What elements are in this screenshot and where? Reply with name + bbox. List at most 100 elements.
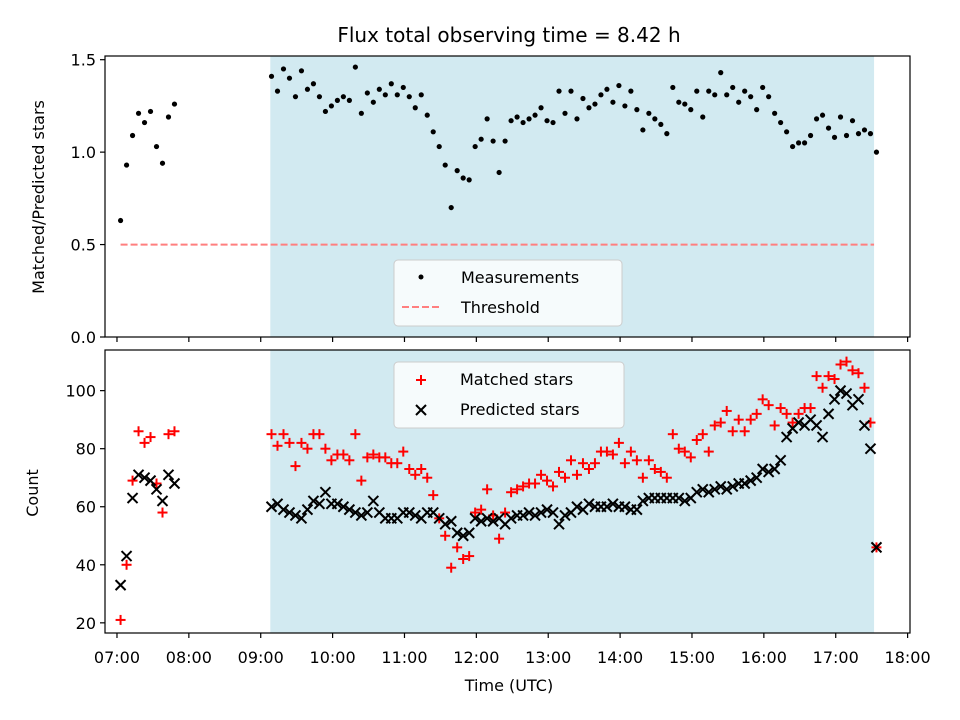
data-point xyxy=(126,492,139,504)
data-point xyxy=(362,452,373,463)
data-point xyxy=(168,477,181,490)
data-point xyxy=(616,82,622,89)
data-point xyxy=(721,405,732,416)
data-point xyxy=(769,420,780,431)
data-point xyxy=(754,107,760,113)
data-point xyxy=(727,480,739,493)
data-point xyxy=(313,498,326,510)
data-point xyxy=(147,108,154,115)
data-point xyxy=(320,443,331,454)
data-point xyxy=(356,475,367,486)
data-point xyxy=(265,501,278,513)
data-point xyxy=(127,475,138,486)
data-point xyxy=(272,440,283,451)
data-point xyxy=(847,365,858,376)
data-point xyxy=(463,527,475,539)
y-tick-label: 80 xyxy=(76,440,96,459)
data-point xyxy=(346,97,352,103)
data-point xyxy=(505,512,517,525)
y-tick-label: 1.0 xyxy=(71,143,96,162)
data-point xyxy=(664,131,670,137)
data-point xyxy=(694,88,700,94)
data-point xyxy=(637,495,649,507)
legend-threshold-label: Threshold xyxy=(460,298,540,317)
data-point xyxy=(517,509,529,522)
data-point xyxy=(733,414,744,425)
data-point xyxy=(805,403,816,414)
data-point xyxy=(536,469,547,480)
data-point xyxy=(589,458,600,469)
chart-title: Flux total observing time = 8.42 h xyxy=(337,23,680,47)
data-point xyxy=(322,108,329,115)
x-tick-label: 09:00 xyxy=(238,648,284,667)
data-point xyxy=(548,481,559,492)
x-tick-label: 14:00 xyxy=(597,648,643,667)
data-point xyxy=(688,107,694,113)
data-point xyxy=(658,121,664,128)
series-measurements xyxy=(117,64,880,224)
data-point xyxy=(430,129,436,135)
data-point xyxy=(302,443,313,454)
data-point xyxy=(139,437,150,448)
data-point xyxy=(171,101,178,107)
data-point xyxy=(132,469,145,481)
data-point xyxy=(163,429,174,440)
data-point xyxy=(574,116,580,122)
data-point xyxy=(138,472,151,484)
data-point xyxy=(661,472,672,483)
data-point xyxy=(454,168,460,174)
data-point xyxy=(410,469,421,480)
data-point xyxy=(475,515,487,527)
x-tick-label: 18:00 xyxy=(885,648,931,667)
data-point xyxy=(706,88,712,94)
bottom-legend: Matched stars Predicted stars xyxy=(393,361,625,429)
data-point xyxy=(319,486,332,498)
top-y-axis-label: Matched/Predicted stars xyxy=(29,100,48,294)
data-point xyxy=(565,455,576,466)
legend-matched-marker xyxy=(416,375,426,385)
data-point xyxy=(476,504,487,515)
data-point xyxy=(307,495,320,507)
data-point xyxy=(367,495,380,507)
y-tick-label: 0.5 xyxy=(71,236,96,255)
data-point xyxy=(744,474,757,487)
data-point xyxy=(114,579,127,591)
data-point xyxy=(159,160,166,166)
data-point xyxy=(490,138,496,144)
data-point xyxy=(852,393,865,406)
data-point xyxy=(775,403,786,414)
data-point xyxy=(141,119,148,126)
data-point xyxy=(445,515,457,527)
data-point xyxy=(361,506,374,519)
data-point xyxy=(295,512,308,525)
y-tick-label: 100 xyxy=(65,382,96,401)
data-point xyxy=(310,81,317,87)
data-point xyxy=(745,414,756,425)
data-point xyxy=(655,466,666,477)
top-axes-frame xyxy=(104,55,911,338)
x-axis-label: Time (UTC) xyxy=(464,676,553,695)
data-point xyxy=(298,68,305,74)
data-point xyxy=(481,512,493,525)
data-point xyxy=(526,116,532,122)
data-point xyxy=(763,400,774,411)
data-point xyxy=(631,455,642,466)
series-predicted-stars xyxy=(114,384,883,591)
data-point xyxy=(338,449,349,460)
data-point xyxy=(831,134,838,140)
data-point xyxy=(858,419,871,432)
data-point xyxy=(506,487,517,498)
data-point xyxy=(156,495,169,507)
data-point xyxy=(571,501,583,513)
y-tick-label: 20 xyxy=(76,614,96,633)
data-point xyxy=(144,474,157,487)
data-point xyxy=(428,490,439,501)
data-point xyxy=(742,88,748,94)
data-point xyxy=(855,131,862,137)
data-point xyxy=(712,92,718,98)
data-point xyxy=(314,429,325,440)
data-point xyxy=(542,475,553,486)
data-point xyxy=(841,356,852,367)
data-point xyxy=(304,86,311,92)
data-point xyxy=(364,90,370,96)
